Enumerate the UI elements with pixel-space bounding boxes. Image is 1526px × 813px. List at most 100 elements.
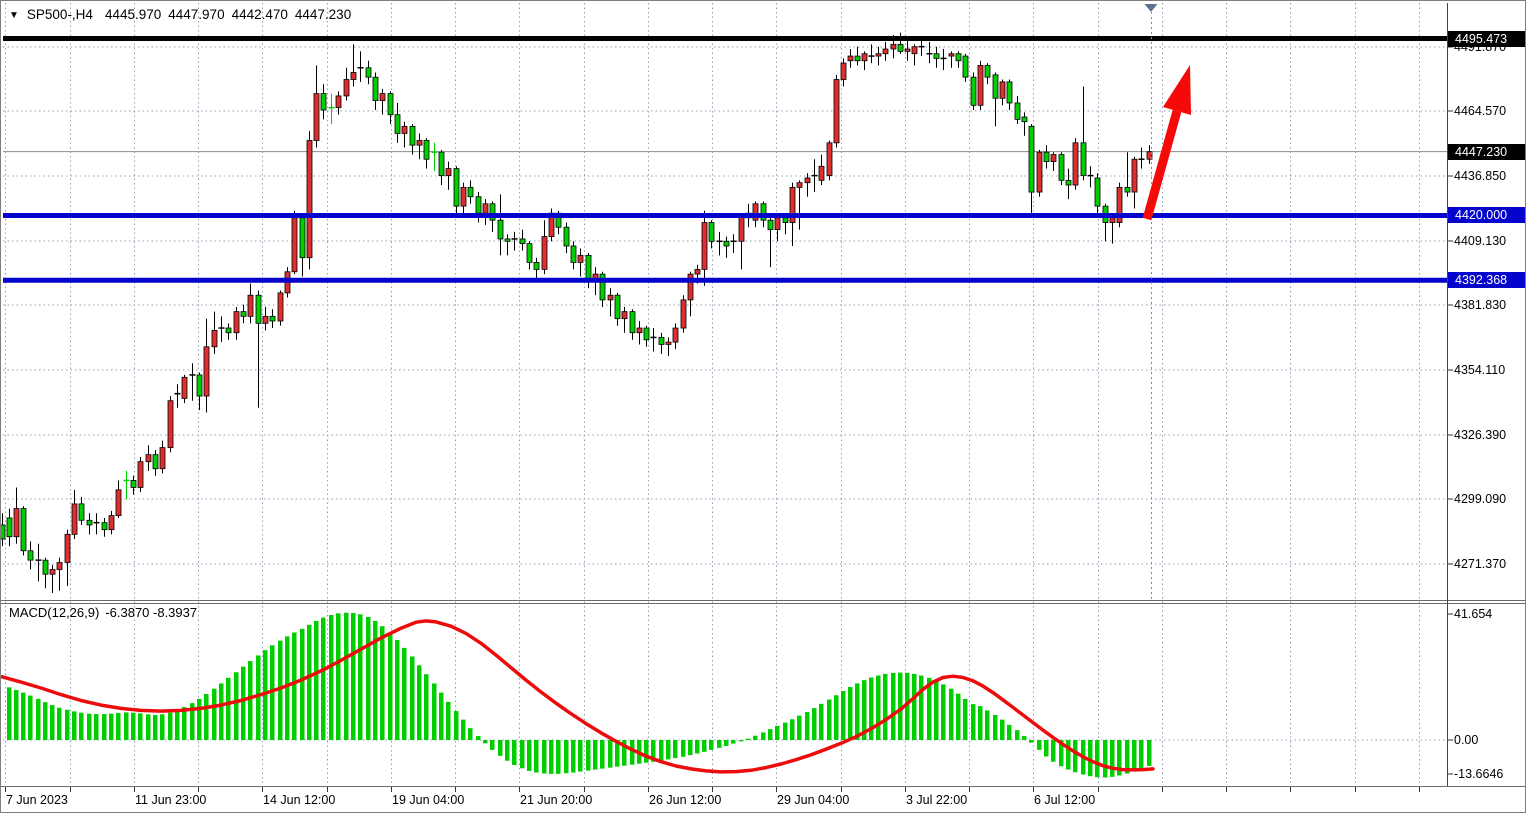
price-level-badge: 4447.230 (1448, 143, 1525, 160)
candle-body (86, 519, 93, 526)
macd-histogram-bar (1147, 740, 1152, 766)
price-level-badge: 4420.000 (1448, 207, 1525, 224)
candle-body (365, 67, 372, 78)
candle-body (882, 48, 889, 55)
macd-histogram-bar (285, 636, 290, 740)
candle-body (1014, 102, 1021, 120)
candle-doji (174, 392, 181, 395)
price-level-badge: 4392.368 (1448, 272, 1525, 289)
macd-axis-label: 0.00 (1454, 733, 1479, 747)
candle-body (782, 217, 789, 223)
candle-body (423, 140, 430, 160)
candle-body (475, 196, 482, 214)
candle-body (42, 559, 49, 575)
candle-body (607, 294, 614, 301)
time-axis-label: 26 Jun 12:00 (649, 793, 722, 807)
candle-body (1109, 217, 1116, 223)
candle-body (789, 186, 796, 223)
symbol-timeframe: SP500-,H4 (26, 7, 93, 22)
macd-histogram-bar (834, 695, 839, 740)
macd-histogram-bar (812, 708, 817, 740)
macd-histogram-bar (862, 680, 867, 740)
macd-histogram-bar (927, 677, 932, 740)
candle-body (181, 376, 188, 399)
candle-body (211, 329, 218, 348)
macd-histogram-bar (87, 713, 92, 740)
candle-doji (918, 45, 925, 48)
macd-histogram-bar (993, 715, 998, 740)
candle-body (1116, 186, 1123, 223)
macd-histogram-bar (373, 620, 378, 740)
candle-body (970, 76, 977, 106)
macd-histogram-bar (417, 665, 422, 740)
macd-histogram-bar (351, 613, 356, 740)
candle-body (350, 72, 357, 80)
candle-body (489, 203, 496, 221)
candle-doji (357, 67, 364, 69)
macd-histogram-bar (182, 707, 187, 740)
candle-body (585, 254, 592, 282)
candle-body (145, 454, 152, 463)
candle-doji (189, 374, 196, 376)
dropdown-triangle-icon[interactable]: ▼ (9, 10, 19, 21)
macd-histogram-bar (1110, 740, 1115, 777)
candle-body (49, 569, 56, 575)
candle-body (152, 454, 159, 470)
macd-histogram-bar (956, 693, 961, 740)
macd-histogram-bar (919, 675, 924, 740)
macd-histogram-bar (1015, 730, 1020, 740)
macd-histogram-bar (869, 677, 874, 740)
candle-body (694, 269, 701, 275)
macd-histogram-bar (1103, 740, 1108, 778)
macd-histogram-bar (65, 709, 70, 740)
macd-histogram-bar (615, 740, 620, 767)
candle-body (847, 55, 854, 62)
candle-body (159, 447, 166, 470)
candle-body (1006, 81, 1013, 104)
macd-histogram-bar (985, 710, 990, 740)
candle-body (453, 168, 460, 207)
macd-histogram-bar (102, 714, 107, 740)
macd-histogram-bar (797, 715, 802, 740)
macd-histogram-bar (841, 690, 846, 740)
candle-doji (868, 55, 875, 57)
macd-histogram-bar (805, 712, 810, 740)
candle-body (233, 311, 240, 334)
macd-histogram-bar (241, 666, 246, 740)
macd-histogram-bar (124, 712, 129, 740)
candle-body (577, 254, 584, 263)
macd-histogram-bar (72, 711, 77, 740)
macd-histogram-bar (307, 624, 312, 740)
macd-histogram-bar (978, 706, 983, 740)
candle-body (818, 165, 825, 181)
trend-arrow-shaft[interactable] (1142, 109, 1182, 221)
candle-body (78, 503, 85, 521)
macd-histogram-bar (855, 683, 860, 740)
macd-histogram-bar (468, 728, 473, 740)
macd-histogram-bar (263, 650, 268, 740)
candle-body (840, 62, 847, 80)
candle-body (977, 65, 984, 106)
trend-arrow-head[interactable] (1163, 65, 1191, 115)
candle-body (203, 346, 210, 397)
candle-body (27, 550, 34, 561)
macd-histogram-bar (1139, 740, 1144, 769)
candle-doji (218, 327, 225, 329)
candle-doji (650, 336, 657, 339)
macd-histogram-bar (593, 740, 598, 770)
macd-histogram-bar (673, 740, 678, 759)
macd-histogram-bar (278, 640, 283, 740)
marker-triangle-icon[interactable] (1144, 4, 1158, 12)
candle-doji (926, 52, 933, 55)
macd-histogram-bar (1044, 740, 1049, 757)
macd-histogram-bar (1095, 740, 1100, 778)
macd-histogram-bar (329, 615, 334, 740)
macd-histogram-bar (586, 740, 591, 771)
candle-body (672, 327, 679, 343)
macd-histogram-bar (234, 672, 239, 740)
macd-histogram-bar (891, 672, 896, 740)
candle-body (101, 522, 108, 531)
macd-histogram-bar (226, 677, 231, 740)
price-axis-label: 4464.570 (1454, 104, 1507, 118)
